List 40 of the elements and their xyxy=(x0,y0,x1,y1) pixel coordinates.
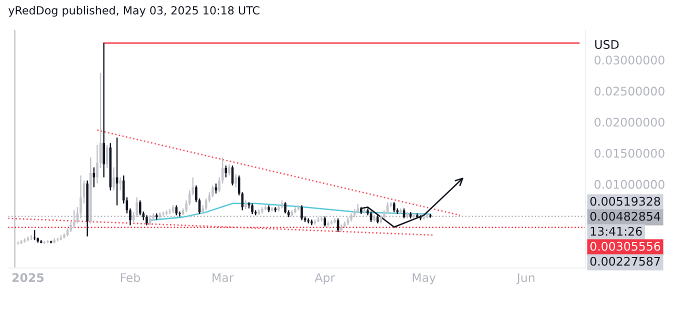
x-tick-label: Apr xyxy=(314,273,336,284)
candlestick xyxy=(112,166,115,192)
candlestick xyxy=(356,203,360,214)
y-tick-label: 0.03000000 xyxy=(594,56,664,65)
candlestick xyxy=(72,210,76,229)
candlestick xyxy=(136,196,138,218)
candlestick xyxy=(102,42,105,178)
candlestick xyxy=(228,164,230,176)
candlestick xyxy=(138,200,142,216)
text: 13:41:26 xyxy=(590,226,642,236)
candlestick xyxy=(175,204,178,216)
candlestick xyxy=(392,202,396,213)
candlestick xyxy=(300,204,303,221)
chart-title: yRedDog published, May 03, 2025 10:18 UTC xyxy=(8,6,260,17)
x-tick-label: 2025 xyxy=(12,273,44,282)
candlestick xyxy=(234,174,237,188)
candlestick xyxy=(251,202,254,215)
y-tick-label: 0.01000000 xyxy=(594,180,664,189)
y-axis-title: USD xyxy=(595,40,619,49)
text: 0.00227587 xyxy=(590,256,660,266)
candlestick xyxy=(324,216,326,228)
y-tick-label: 0.02000000 xyxy=(594,118,664,127)
candlestick xyxy=(106,144,108,169)
x-tick-label: Feb xyxy=(120,272,140,282)
candlestick xyxy=(30,234,32,241)
x-tick-label: Jun xyxy=(516,273,534,284)
x-tick-label: Mar xyxy=(212,273,234,282)
ref-line-label: 0.00482854 xyxy=(590,212,660,221)
candlestick xyxy=(146,214,148,226)
candlestick xyxy=(212,184,214,198)
y-tick-label: 0.02500000 xyxy=(594,86,664,96)
candlestick xyxy=(284,202,286,214)
y-tick-label: 0.01500000 xyxy=(594,148,664,158)
x-tick-label: May xyxy=(412,273,436,284)
candlestick xyxy=(119,176,122,192)
candlestick xyxy=(224,164,228,178)
candlestick xyxy=(92,166,96,188)
ref-line-label: 0.00305556 xyxy=(590,242,660,251)
text: 0.00519328 xyxy=(590,196,660,206)
candlestick xyxy=(33,230,36,241)
